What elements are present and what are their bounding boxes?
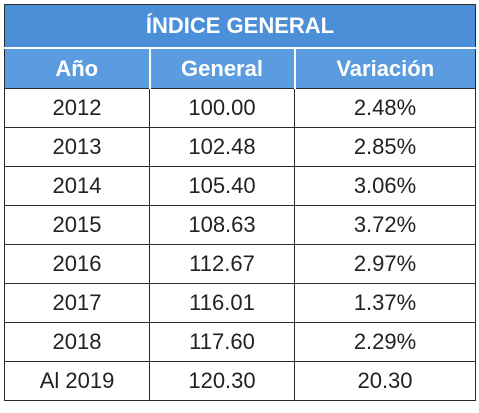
cell-general: 117.60 bbox=[149, 322, 295, 362]
table-row: 2014 105.40 3.06% bbox=[4, 166, 477, 206]
cell-variation: 2.48% bbox=[293, 88, 477, 128]
table-header-row: Año General Variación bbox=[4, 47, 477, 89]
table-row: 2016 112.67 2.97% bbox=[4, 244, 477, 284]
cell-general: 108.63 bbox=[149, 205, 295, 245]
cell-variation: 2.85% bbox=[293, 127, 477, 167]
cell-general: 102.48 bbox=[149, 127, 295, 167]
cell-year: 2017 bbox=[4, 283, 150, 323]
column-header-year: Año bbox=[4, 47, 151, 89]
cell-year: 2016 bbox=[4, 244, 150, 284]
cell-year: 2015 bbox=[4, 205, 150, 245]
cell-year: Al 2019 bbox=[4, 361, 150, 401]
table-row: 2013 102.48 2.85% bbox=[4, 127, 477, 167]
table-row: 2012 100.00 2.48% bbox=[4, 88, 477, 128]
cell-general: 120.30 bbox=[149, 361, 295, 401]
cell-year: 2012 bbox=[4, 88, 150, 128]
column-header-variation: Variación bbox=[293, 47, 477, 89]
cell-general: 112.67 bbox=[149, 244, 295, 284]
cell-general: 116.01 bbox=[149, 283, 295, 323]
table-title-row: ÍNDICE GENERAL bbox=[3, 4, 477, 49]
cell-variation: 1.37% bbox=[293, 283, 477, 323]
cell-general: 100.00 bbox=[149, 88, 295, 128]
cell-variation: 2.29% bbox=[293, 322, 477, 362]
cell-year: 2013 bbox=[4, 127, 150, 167]
cell-year: 2014 bbox=[4, 166, 150, 206]
cell-variation: 3.72% bbox=[293, 205, 477, 245]
column-header-general: General bbox=[149, 47, 296, 89]
cell-variation: 20.30 bbox=[293, 361, 477, 401]
table-row: Al 2019 120.30 20.30 bbox=[4, 361, 477, 401]
table-row: 2017 116.01 1.37% bbox=[4, 283, 477, 323]
cell-general: 105.40 bbox=[149, 166, 295, 206]
cell-year: 2018 bbox=[4, 322, 150, 362]
index-table: ÍNDICE GENERAL Año General Variación 201… bbox=[3, 4, 477, 401]
table-title: ÍNDICE GENERAL bbox=[3, 4, 477, 49]
table-row: 2015 108.63 3.72% bbox=[4, 205, 477, 245]
cell-variation: 3.06% bbox=[293, 166, 477, 206]
table-row: 2018 117.60 2.29% bbox=[4, 322, 477, 362]
index-table-container: ÍNDICE GENERAL Año General Variación 201… bbox=[3, 4, 477, 401]
cell-variation: 2.97% bbox=[293, 244, 477, 284]
